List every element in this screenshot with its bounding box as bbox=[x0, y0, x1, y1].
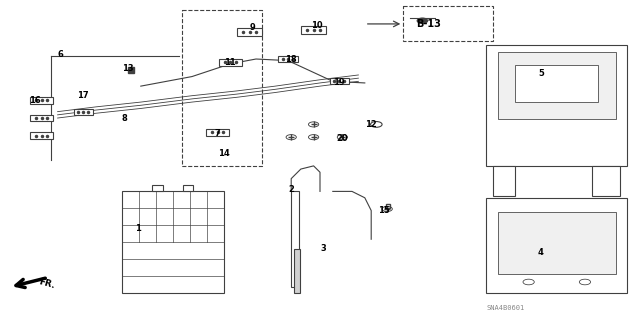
Circle shape bbox=[308, 135, 319, 140]
Text: 11: 11 bbox=[225, 58, 236, 67]
Circle shape bbox=[308, 122, 319, 127]
Text: 20: 20 bbox=[337, 134, 348, 143]
Bar bbox=[237, 28, 262, 36]
Text: 4: 4 bbox=[538, 248, 544, 256]
Bar bbox=[183, 185, 193, 191]
Text: 16: 16 bbox=[29, 96, 41, 105]
Text: 1: 1 bbox=[134, 224, 141, 233]
Bar bbox=[30, 132, 53, 139]
FancyBboxPatch shape bbox=[182, 10, 262, 166]
Text: 12: 12 bbox=[365, 120, 377, 129]
Text: 5: 5 bbox=[538, 69, 544, 78]
Text: 10: 10 bbox=[311, 21, 323, 30]
Bar bbox=[30, 97, 53, 104]
Text: 19: 19 bbox=[333, 78, 345, 87]
Circle shape bbox=[417, 18, 428, 23]
Text: 7: 7 bbox=[215, 130, 220, 138]
Text: 8: 8 bbox=[122, 114, 127, 122]
Text: 17: 17 bbox=[77, 91, 89, 100]
Bar bbox=[278, 56, 298, 62]
Text: 9: 9 bbox=[250, 23, 255, 32]
Text: 14: 14 bbox=[218, 149, 230, 158]
FancyBboxPatch shape bbox=[403, 6, 493, 41]
Bar bbox=[206, 129, 229, 136]
Circle shape bbox=[337, 135, 348, 140]
Bar bbox=[493, 166, 515, 196]
Text: 3: 3 bbox=[321, 244, 326, 253]
Circle shape bbox=[286, 135, 296, 140]
Text: 18: 18 bbox=[285, 55, 297, 63]
Circle shape bbox=[382, 206, 392, 211]
Bar bbox=[301, 26, 326, 34]
Bar bbox=[219, 59, 242, 66]
Bar bbox=[330, 78, 349, 84]
Bar bbox=[152, 185, 163, 191]
Bar bbox=[294, 249, 300, 293]
Text: 6: 6 bbox=[58, 50, 64, 59]
Bar bbox=[498, 212, 616, 274]
Bar bbox=[498, 52, 616, 119]
Text: 15: 15 bbox=[378, 206, 390, 215]
Bar bbox=[592, 166, 620, 196]
Text: SNA4B0601: SNA4B0601 bbox=[486, 305, 525, 311]
Circle shape bbox=[371, 122, 382, 127]
Bar bbox=[30, 115, 53, 122]
Text: 2: 2 bbox=[288, 185, 294, 194]
Text: B-13: B-13 bbox=[416, 19, 441, 29]
Bar bbox=[122, 191, 224, 293]
Text: 13: 13 bbox=[122, 64, 134, 73]
Bar bbox=[74, 109, 93, 115]
Bar bbox=[486, 198, 627, 293]
Text: FR.: FR. bbox=[37, 277, 56, 290]
Bar bbox=[291, 191, 299, 287]
Bar bbox=[515, 65, 598, 102]
Bar bbox=[486, 45, 627, 166]
